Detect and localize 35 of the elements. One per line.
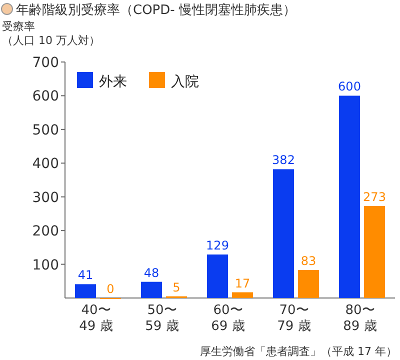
data-label: 129 bbox=[206, 238, 229, 253]
data-label: 17 bbox=[234, 276, 250, 290]
y-tick-label: 300 bbox=[32, 190, 59, 206]
legend-label: 入院 bbox=[171, 74, 199, 90]
y-tick-label: 100 bbox=[32, 257, 59, 274]
text: 厚生労働省「患者調査」（平成 17 年） bbox=[200, 345, 397, 358]
x-tick-label: 40〜 49 歳 bbox=[79, 303, 113, 334]
y-tick-label: 200 bbox=[32, 224, 59, 240]
y-tick-label: 400 bbox=[32, 156, 59, 172]
bar bbox=[232, 292, 253, 298]
y-axis-title: 受療率（人口 10 万人対） bbox=[2, 20, 100, 47]
bar bbox=[141, 282, 162, 298]
x-tick-label: 60〜 69 歳 bbox=[211, 303, 245, 334]
bar bbox=[207, 254, 228, 298]
bar bbox=[273, 169, 294, 298]
data-label: 83 bbox=[300, 254, 316, 268]
data-label: 5 bbox=[172, 280, 180, 294]
bar bbox=[298, 270, 319, 298]
x-tick-label: 70〜 79 歳 bbox=[277, 303, 311, 334]
legend-label: 外来 bbox=[99, 74, 127, 90]
bar bbox=[75, 284, 96, 298]
y-tick-label: 700 bbox=[32, 55, 59, 71]
data-label: 48 bbox=[144, 266, 160, 280]
x-tick-label: 50〜 59 歳 bbox=[145, 303, 179, 334]
data-label: 600 bbox=[338, 80, 361, 94]
data-label: 0 bbox=[106, 282, 114, 296]
x-tick-label: 80〜 89 歳 bbox=[343, 303, 377, 334]
chart-title: 年齢階級別受療率（COPD- 慢性閉塞性肺疾患） bbox=[16, 2, 296, 18]
bar bbox=[364, 206, 385, 298]
data-label: 382 bbox=[272, 153, 295, 168]
y-tick-label: 600 bbox=[32, 88, 59, 105]
y-tick-label: 500 bbox=[32, 122, 59, 138]
data-label: 41 bbox=[78, 268, 94, 282]
data-label: 273 bbox=[363, 190, 386, 204]
bar bbox=[339, 96, 360, 298]
